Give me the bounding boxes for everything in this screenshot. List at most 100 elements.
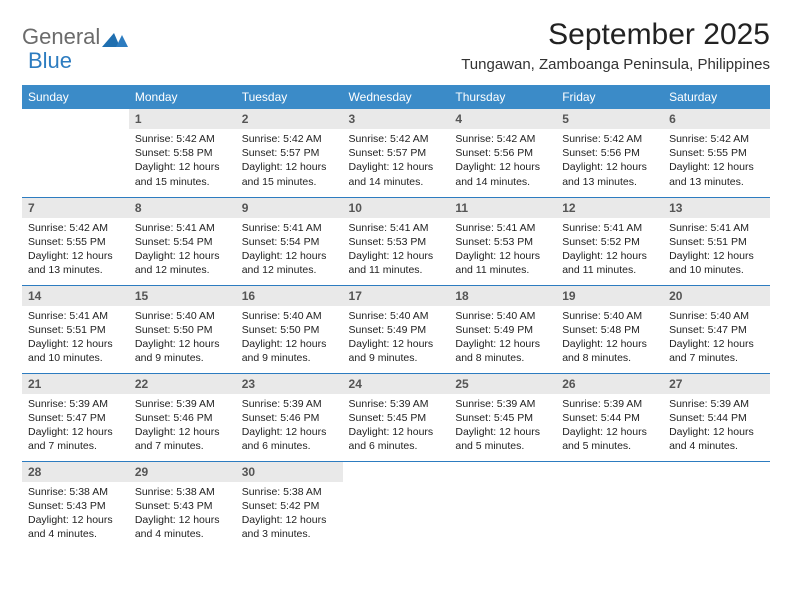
day-body: Sunrise: 5:42 AMSunset: 5:55 PMDaylight:… (663, 129, 770, 195)
sunset-label: Sunset: 5:45 PM (455, 411, 550, 425)
sunrise-label: Sunrise: 5:41 AM (669, 221, 764, 235)
sunset-label: Sunset: 5:51 PM (28, 323, 123, 337)
calendar-cell: 16Sunrise: 5:40 AMSunset: 5:50 PMDayligh… (236, 285, 343, 373)
day-number: 26 (556, 374, 663, 394)
calendar-cell: 2Sunrise: 5:42 AMSunset: 5:57 PMDaylight… (236, 109, 343, 197)
day-number: 27 (663, 374, 770, 394)
sunrise-label: Sunrise: 5:39 AM (562, 397, 657, 411)
calendar-cell: 5Sunrise: 5:42 AMSunset: 5:56 PMDaylight… (556, 109, 663, 197)
sunset-label: Sunset: 5:47 PM (669, 323, 764, 337)
daylight-label: Daylight: 12 hours and 13 minutes. (669, 160, 764, 188)
sunset-label: Sunset: 5:46 PM (135, 411, 230, 425)
sunset-label: Sunset: 5:57 PM (242, 146, 337, 160)
daylight-label: Daylight: 12 hours and 11 minutes. (455, 249, 550, 277)
day-body: Sunrise: 5:39 AMSunset: 5:46 PMDaylight:… (236, 394, 343, 460)
daylight-label: Daylight: 12 hours and 7 minutes. (669, 337, 764, 365)
sunrise-label: Sunrise: 5:41 AM (349, 221, 444, 235)
brand-word-general: General (22, 24, 100, 50)
day-body: Sunrise: 5:40 AMSunset: 5:49 PMDaylight:… (343, 306, 450, 372)
sunset-label: Sunset: 5:50 PM (135, 323, 230, 337)
brand-triangle-icon (102, 27, 128, 47)
sunrise-label: Sunrise: 5:41 AM (562, 221, 657, 235)
day-number: 19 (556, 286, 663, 306)
calendar-cell: 19Sunrise: 5:40 AMSunset: 5:48 PMDayligh… (556, 285, 663, 373)
calendar-cell-empty (449, 461, 556, 549)
day-number: 23 (236, 374, 343, 394)
daylight-label: Daylight: 12 hours and 6 minutes. (242, 425, 337, 453)
calendar-cell: 10Sunrise: 5:41 AMSunset: 5:53 PMDayligh… (343, 197, 450, 285)
calendar-cell: 8Sunrise: 5:41 AMSunset: 5:54 PMDaylight… (129, 197, 236, 285)
brand-logo: General (22, 24, 130, 50)
day-number: 7 (22, 198, 129, 218)
weekday-header: Thursday (449, 85, 556, 109)
calendar-cell: 24Sunrise: 5:39 AMSunset: 5:45 PMDayligh… (343, 373, 450, 461)
day-body: Sunrise: 5:40 AMSunset: 5:50 PMDaylight:… (129, 306, 236, 372)
weekday-header: Friday (556, 85, 663, 109)
day-number: 30 (236, 462, 343, 482)
sunrise-label: Sunrise: 5:41 AM (242, 221, 337, 235)
daylight-label: Daylight: 12 hours and 10 minutes. (28, 337, 123, 365)
daylight-label: Daylight: 12 hours and 14 minutes. (455, 160, 550, 188)
day-number (343, 462, 450, 482)
day-number: 28 (22, 462, 129, 482)
day-number: 17 (343, 286, 450, 306)
daylight-label: Daylight: 12 hours and 15 minutes. (135, 160, 230, 188)
calendar-cell: 28Sunrise: 5:38 AMSunset: 5:43 PMDayligh… (22, 461, 129, 549)
day-number: 24 (343, 374, 450, 394)
weekday-header: Monday (129, 85, 236, 109)
day-number: 12 (556, 198, 663, 218)
day-body: Sunrise: 5:39 AMSunset: 5:44 PMDaylight:… (556, 394, 663, 460)
day-number: 3 (343, 109, 450, 129)
day-number: 20 (663, 286, 770, 306)
sunrise-label: Sunrise: 5:40 AM (455, 309, 550, 323)
sunset-label: Sunset: 5:47 PM (28, 411, 123, 425)
sunrise-label: Sunrise: 5:42 AM (349, 132, 444, 146)
day-number: 9 (236, 198, 343, 218)
sunrise-label: Sunrise: 5:41 AM (455, 221, 550, 235)
sunset-label: Sunset: 5:58 PM (135, 146, 230, 160)
sunrise-label: Sunrise: 5:42 AM (455, 132, 550, 146)
sunset-label: Sunset: 5:53 PM (455, 235, 550, 249)
sunset-label: Sunset: 5:51 PM (669, 235, 764, 249)
day-body: Sunrise: 5:42 AMSunset: 5:57 PMDaylight:… (343, 129, 450, 195)
daylight-label: Daylight: 12 hours and 14 minutes. (349, 160, 444, 188)
day-body: Sunrise: 5:39 AMSunset: 5:44 PMDaylight:… (663, 394, 770, 460)
weekday-header: Saturday (663, 85, 770, 109)
daylight-label: Daylight: 12 hours and 9 minutes. (242, 337, 337, 365)
calendar-cell: 23Sunrise: 5:39 AMSunset: 5:46 PMDayligh… (236, 373, 343, 461)
day-body: Sunrise: 5:42 AMSunset: 5:58 PMDaylight:… (129, 129, 236, 195)
day-body: Sunrise: 5:41 AMSunset: 5:52 PMDaylight:… (556, 218, 663, 284)
daylight-label: Daylight: 12 hours and 13 minutes. (28, 249, 123, 277)
calendar-cell: 27Sunrise: 5:39 AMSunset: 5:44 PMDayligh… (663, 373, 770, 461)
sunrise-label: Sunrise: 5:39 AM (28, 397, 123, 411)
calendar-cell: 13Sunrise: 5:41 AMSunset: 5:51 PMDayligh… (663, 197, 770, 285)
daylight-label: Daylight: 12 hours and 3 minutes. (242, 513, 337, 541)
sunrise-label: Sunrise: 5:42 AM (135, 132, 230, 146)
day-number (22, 109, 129, 129)
sunrise-label: Sunrise: 5:40 AM (242, 309, 337, 323)
sunset-label: Sunset: 5:46 PM (242, 411, 337, 425)
sunset-label: Sunset: 5:56 PM (455, 146, 550, 160)
sunset-label: Sunset: 5:56 PM (562, 146, 657, 160)
daylight-label: Daylight: 12 hours and 7 minutes. (135, 425, 230, 453)
calendar-table: SundayMondayTuesdayWednesdayThursdayFrid… (22, 85, 770, 549)
sunset-label: Sunset: 5:44 PM (669, 411, 764, 425)
daylight-label: Daylight: 12 hours and 12 minutes. (242, 249, 337, 277)
calendar-week-row: 14Sunrise: 5:41 AMSunset: 5:51 PMDayligh… (22, 285, 770, 373)
day-number (663, 462, 770, 482)
calendar-cell-empty (22, 109, 129, 197)
daylight-label: Daylight: 12 hours and 5 minutes. (562, 425, 657, 453)
calendar-cell-empty (556, 461, 663, 549)
day-number: 25 (449, 374, 556, 394)
title-block: September 2025 Tungawan, Zamboanga Penin… (461, 18, 770, 83)
calendar-cell: 9Sunrise: 5:41 AMSunset: 5:54 PMDaylight… (236, 197, 343, 285)
day-body: Sunrise: 5:40 AMSunset: 5:47 PMDaylight:… (663, 306, 770, 372)
calendar-cell: 7Sunrise: 5:42 AMSunset: 5:55 PMDaylight… (22, 197, 129, 285)
calendar-cell: 6Sunrise: 5:42 AMSunset: 5:55 PMDaylight… (663, 109, 770, 197)
calendar-cell: 12Sunrise: 5:41 AMSunset: 5:52 PMDayligh… (556, 197, 663, 285)
calendar-cell: 18Sunrise: 5:40 AMSunset: 5:49 PMDayligh… (449, 285, 556, 373)
day-body: Sunrise: 5:41 AMSunset: 5:54 PMDaylight:… (129, 218, 236, 284)
day-body: Sunrise: 5:42 AMSunset: 5:57 PMDaylight:… (236, 129, 343, 195)
day-body: Sunrise: 5:40 AMSunset: 5:50 PMDaylight:… (236, 306, 343, 372)
day-number: 29 (129, 462, 236, 482)
